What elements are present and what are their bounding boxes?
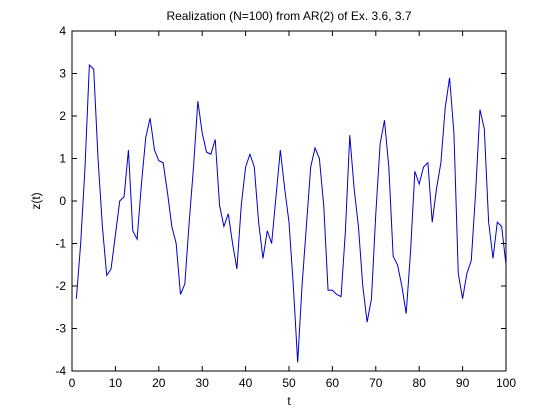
y-axis-label: z(t) bbox=[29, 192, 43, 209]
x-tick-label: 100 bbox=[496, 376, 516, 390]
x-tick-label: 0 bbox=[69, 376, 76, 390]
chart-title: Realization (N=100) from AR(2) of Ex. 3.… bbox=[166, 9, 411, 23]
y-tick-label: -4 bbox=[55, 364, 66, 378]
y-tick-label: 1 bbox=[59, 152, 66, 166]
plot-frame bbox=[71, 30, 507, 372]
x-tick-label: 90 bbox=[456, 376, 470, 390]
x-tick-label: 60 bbox=[326, 376, 340, 390]
y-tick-label: 3 bbox=[59, 67, 66, 81]
data-line bbox=[75, 63, 507, 363]
x-axis-label: t bbox=[287, 394, 291, 408]
y-tick-label: -3 bbox=[55, 322, 66, 336]
y-tick-label: 0 bbox=[59, 194, 66, 208]
y-tick-label: 4 bbox=[59, 24, 66, 38]
y-tick-label: 2 bbox=[59, 109, 66, 123]
x-tick-label: 40 bbox=[239, 376, 253, 390]
x-tick-label: 80 bbox=[413, 376, 427, 390]
x-tick-label: 10 bbox=[109, 376, 123, 390]
y-tick-label: -2 bbox=[55, 279, 66, 293]
x-tick-label: 30 bbox=[196, 376, 210, 390]
x-tick-label: 70 bbox=[369, 376, 383, 390]
y-tick-label: -1 bbox=[55, 237, 66, 251]
x-tick-label: 20 bbox=[152, 376, 166, 390]
x-tick-label: 50 bbox=[282, 376, 296, 390]
